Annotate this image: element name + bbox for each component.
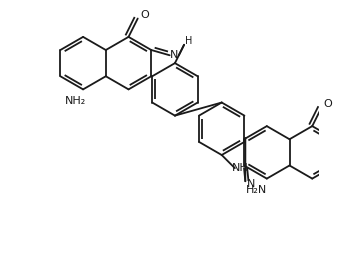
Text: H₂N: H₂N <box>246 185 267 195</box>
Text: H: H <box>185 36 192 46</box>
Text: N: N <box>246 179 255 189</box>
Text: O: O <box>324 99 333 109</box>
Text: NH: NH <box>232 163 249 173</box>
Text: NH₂: NH₂ <box>65 96 86 106</box>
Text: N: N <box>170 50 179 60</box>
Text: O: O <box>140 10 149 20</box>
